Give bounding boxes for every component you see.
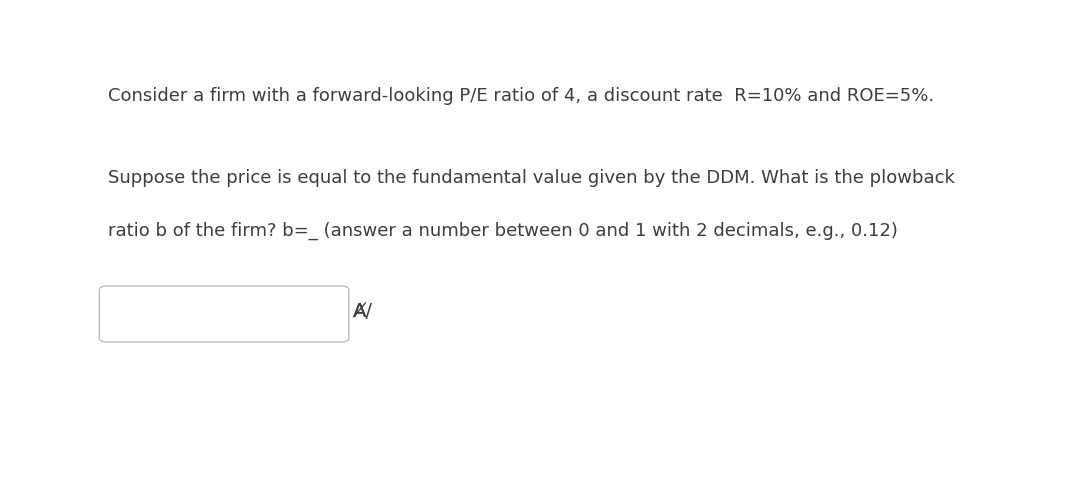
Text: A/: A/ bbox=[353, 302, 374, 321]
Text: Suppose the price is equal to the fundamental value given by the DDM. What is th: Suppose the price is equal to the fundam… bbox=[108, 169, 955, 187]
FancyBboxPatch shape bbox=[99, 286, 349, 342]
Text: ratio b of the firm? b=_ (answer a number between 0 and 1 with 2 decimals, e.g.,: ratio b of the firm? b=_ (answer a numbe… bbox=[108, 222, 897, 241]
Text: A̸: A̸ bbox=[353, 302, 366, 321]
Text: Consider a firm with a forward-looking P/E ratio of 4, a discount rate  R=10% an: Consider a firm with a forward-looking P… bbox=[108, 87, 934, 105]
